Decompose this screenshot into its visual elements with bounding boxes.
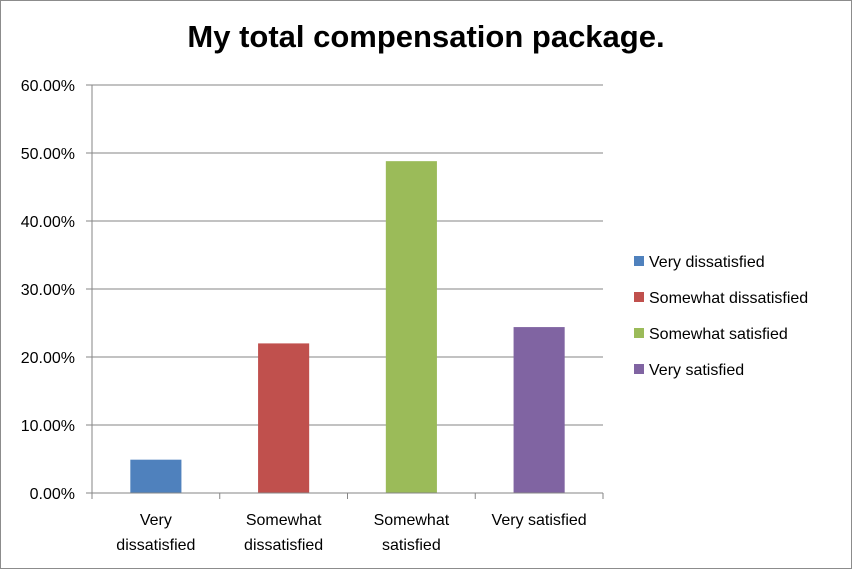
legend-swatch [634, 292, 644, 302]
gridlines [92, 84, 603, 426]
x-tick-label: Very [140, 512, 172, 529]
legend: Very dissatisfied Somewhat dissatisfied So… [634, 254, 808, 379]
bar [258, 343, 310, 493]
y-axis-ticks: 0.00% 10.00% 20.00% 30.00% 40.00% 50.00% 60.00… [21, 78, 75, 503]
x-tick-label: Very satisfied [492, 512, 587, 529]
bar [385, 161, 437, 493]
y-tick-label: 30.00% [21, 282, 75, 299]
y-tick-label: 50.00% [21, 146, 75, 163]
chart-title: My total compensation package. [187, 19, 665, 54]
y-tick-label: 10.00% [21, 418, 75, 435]
y-tick-label: 0.00% [30, 486, 75, 503]
bar [513, 327, 565, 493]
x-tick-label: Somewhat [374, 512, 450, 529]
legend-swatch [634, 364, 644, 374]
x-axis-labels: Very dissatisfied Somewhat dissatisfied Some… [116, 512, 586, 554]
bar [130, 459, 182, 493]
legend-label: Very satisfied [649, 362, 744, 379]
bars [130, 161, 565, 493]
y-tick-label: 20.00% [21, 350, 75, 367]
y-tick-label: 40.00% [21, 214, 75, 231]
legend-swatch [634, 328, 644, 338]
x-tick-label: Somewhat [246, 512, 322, 529]
x-tick-label: dissatisfied [244, 537, 323, 554]
legend-swatch [634, 256, 644, 266]
x-tick-label: dissatisfied [116, 537, 195, 554]
x-tick-label: satisfied [382, 537, 441, 554]
legend-label: Somewhat satisfied [649, 326, 788, 343]
y-tick-label: 60.00% [21, 78, 75, 95]
legend-label: Somewhat dissatisfied [649, 290, 808, 307]
legend-label: Very dissatisfied [649, 254, 765, 271]
axes [86, 84, 604, 499]
